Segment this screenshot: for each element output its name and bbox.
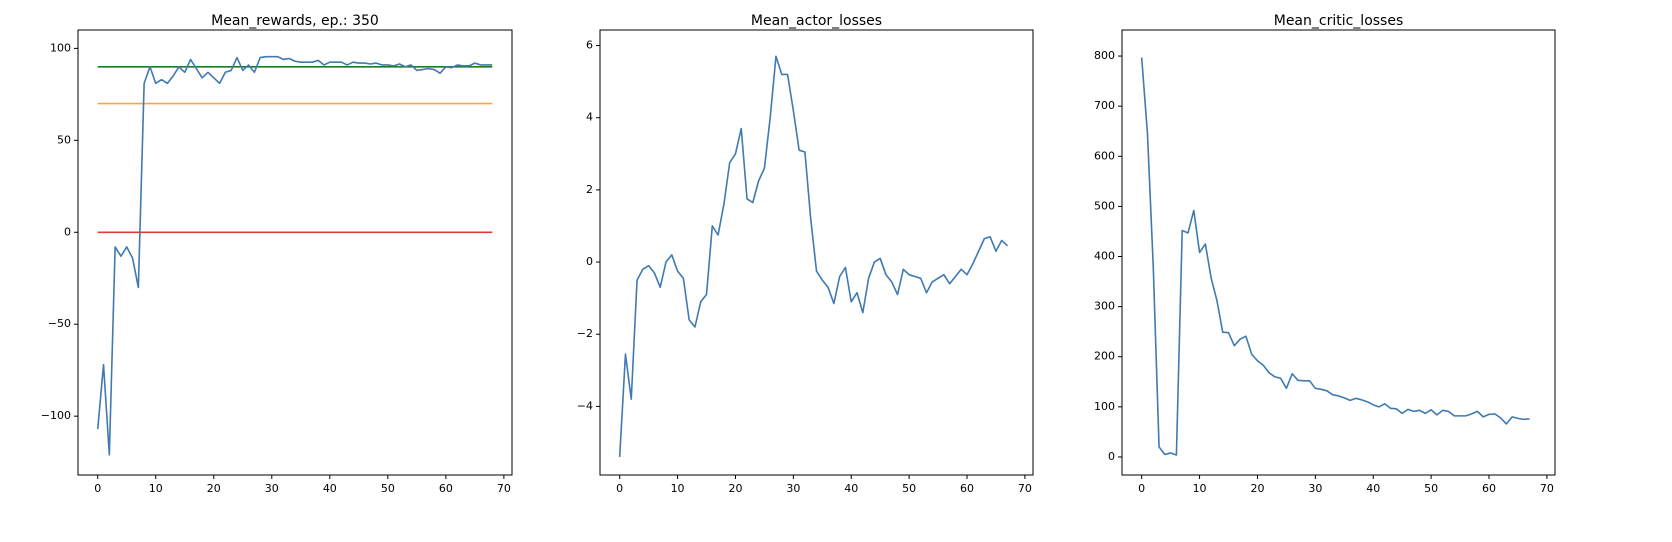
x-tick-label: 10 <box>149 482 163 495</box>
y-tick-label: 0 <box>1108 450 1115 463</box>
x-tick-label: 0 <box>616 482 623 495</box>
x-tick-label: 50 <box>902 482 916 495</box>
data-line <box>1140 57 1530 456</box>
axes-frame <box>77 29 513 476</box>
x-tick-label: 60 <box>960 482 974 495</box>
y-tick-label: 300 <box>1094 300 1115 313</box>
x-tick-label: 70 <box>1018 482 1032 495</box>
x-tick-label: 60 <box>439 482 453 495</box>
y-tick-label: 2 <box>586 183 593 196</box>
x-tick-label: 70 <box>1540 482 1554 495</box>
x-tick-label: 50 <box>381 482 395 495</box>
x-tick-label: 10 <box>671 482 685 495</box>
chart-title: Mean_critic_losses <box>1274 13 1404 29</box>
y-tick-label: 500 <box>1094 199 1115 212</box>
y-tick-label: 200 <box>1094 350 1115 363</box>
data-line <box>618 55 1009 457</box>
x-tick-label: 40 <box>844 482 858 495</box>
x-tick-label: 20 <box>728 482 742 495</box>
axes-frame <box>599 29 1034 476</box>
y-tick-label: 6 <box>586 39 593 52</box>
y-tick-label: 600 <box>1094 149 1115 162</box>
x-tick-label: 40 <box>1366 482 1380 495</box>
chart-title: Mean_rewards, ep.: 350 <box>211 13 379 29</box>
y-tick-label: 50 <box>57 133 71 146</box>
y-tick-label: 0 <box>586 255 593 268</box>
x-tick-label: 10 <box>1193 482 1207 495</box>
y-tick-label: 800 <box>1094 49 1115 62</box>
x-tick-label: 20 <box>207 482 221 495</box>
x-tick-label: 0 <box>94 482 101 495</box>
y-tick-label: −50 <box>48 317 71 330</box>
data-line <box>96 55 493 456</box>
y-tick-label: 700 <box>1094 99 1115 112</box>
y-tick-label: 100 <box>1094 400 1115 413</box>
y-tick-label: 400 <box>1094 250 1115 263</box>
chart-title: Mean_actor_losses <box>751 13 882 29</box>
x-tick-label: 0 <box>1138 482 1145 495</box>
x-tick-label: 30 <box>1308 482 1322 495</box>
x-tick-label: 20 <box>1250 482 1264 495</box>
y-tick-label: 0 <box>64 225 71 238</box>
x-tick-label: 70 <box>497 482 511 495</box>
x-tick-label: 60 <box>1482 482 1496 495</box>
y-tick-label: −4 <box>577 399 593 412</box>
y-tick-label: 100 <box>50 41 71 54</box>
y-tick-label: −2 <box>577 327 593 340</box>
y-tick-label: −100 <box>41 409 71 422</box>
y-tick-label: 4 <box>586 111 593 124</box>
x-tick-label: 30 <box>786 482 800 495</box>
x-tick-label: 50 <box>1424 482 1438 495</box>
x-tick-label: 40 <box>323 482 337 495</box>
x-tick-label: 30 <box>265 482 279 495</box>
axes-frame <box>1121 29 1556 476</box>
